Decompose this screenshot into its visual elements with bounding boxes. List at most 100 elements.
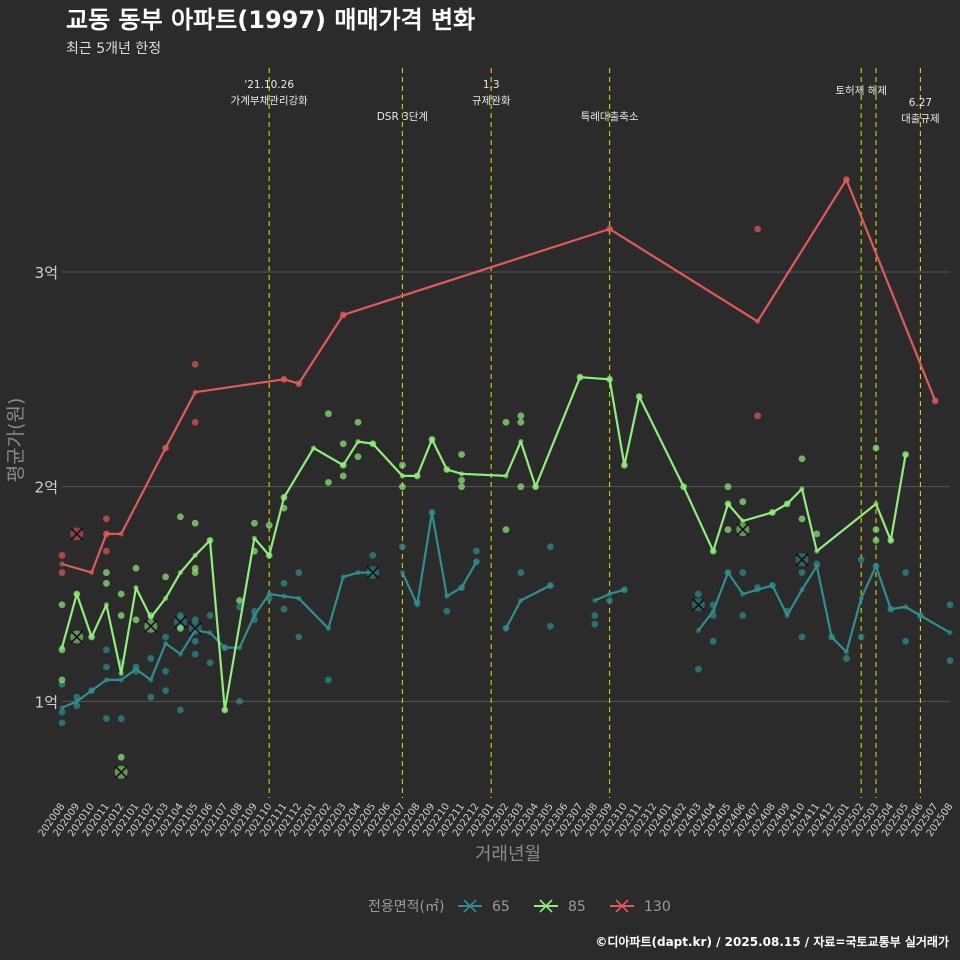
line-point [932,398,938,404]
data-point [73,702,81,710]
cross-stroke [366,565,380,580]
event-label: 1.3 [483,79,500,91]
line-point [192,389,198,395]
data-point [162,633,170,641]
cross-stroke [173,615,187,629]
data-point [695,665,702,673]
data-point [103,646,110,654]
line-point [59,561,65,567]
data-point [754,412,761,420]
data-point [872,536,880,544]
line-point [636,393,642,400]
legend-title: 전용면적(㎡) [368,899,444,915]
data-point [339,440,347,448]
line-point [799,587,805,593]
event-label: DSR 3단계 [377,111,428,123]
line-point [947,630,953,636]
line-point [74,698,80,704]
data-point [458,451,465,458]
line-point [207,630,213,636]
data-point [191,616,199,624]
data-point [103,715,110,722]
line-point [163,640,169,647]
line-point [533,484,539,490]
line-point [163,445,169,451]
data-point [754,225,761,233]
data-point [946,657,954,664]
data-point [502,418,510,426]
data-point [206,659,214,667]
event-label: 토허제 해제 [835,84,887,97]
line-point [681,484,687,490]
event-label: 특례대출축소 [581,111,639,123]
event-label: 가계부채관리강화 [231,95,309,107]
line-point [740,518,746,524]
data-point [399,483,406,491]
line-point [414,602,420,608]
data-point [117,612,125,619]
line-point [621,587,628,593]
data-point [58,708,66,716]
data-point [547,622,554,630]
legend-item-85: 85 [534,899,586,915]
line-point [266,591,272,597]
cross-stroke [144,619,158,633]
line-point [163,595,169,601]
line-point [843,177,850,183]
line-point [281,494,287,501]
data-point [843,655,850,662]
line-point [118,531,124,537]
line-point [607,591,613,597]
data-point [798,455,806,463]
line-point [103,677,109,683]
cross-marker [366,565,380,580]
line-point [873,501,879,507]
event-label: '21.10.26 [244,79,294,91]
line-point [829,634,835,640]
line-point [177,651,183,657]
line-point [888,537,894,543]
data-point [369,551,377,559]
event-label: 대출규제 [901,113,940,125]
legend: 전용면적(㎡) 65 85 130 [368,899,671,915]
legend-item-130: 130 [610,899,671,915]
data-point [103,547,110,555]
line-point [59,645,65,651]
data-point [517,412,525,420]
data-point [73,693,81,701]
cross-stroke [114,765,128,779]
data-point [295,633,303,641]
data-point [695,590,702,598]
data-point [724,526,732,534]
data-point [857,556,865,564]
y-tick-label: 2억 [35,479,58,497]
line-point [192,552,198,558]
line-point [710,608,716,614]
line-point [769,582,776,589]
cross-marker [70,630,84,644]
data-point [58,569,66,576]
data-point [117,590,125,598]
line-point [118,670,124,677]
line-point [518,438,524,445]
line-point [459,471,465,477]
data-point [58,676,66,684]
data-point [265,521,273,529]
line-point [903,451,909,458]
line-point [340,312,346,318]
line-point [429,436,435,443]
line-point [917,612,924,619]
data-point [177,706,184,714]
y-axis-label: 평균가(원) [5,398,27,483]
line-point [607,376,613,382]
line-point [799,486,805,492]
data-point [502,526,510,534]
cross-marker [691,598,705,612]
data-point [591,612,599,619]
legend-label: 85 [568,899,586,915]
data-point [339,472,347,480]
data-point [280,579,288,587]
data-point [547,543,554,551]
